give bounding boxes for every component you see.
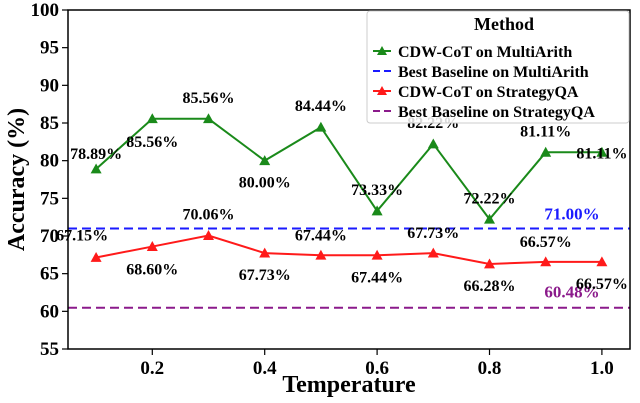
data-point <box>315 249 327 260</box>
plot-frame <box>67 9 631 350</box>
legend-label: CDW-CoT on StrategyQA <box>398 84 579 101</box>
data-label: 81.11% <box>520 123 571 140</box>
data-label: 68.60% <box>126 262 178 279</box>
data-label: 67.44% <box>295 227 347 244</box>
axes-layer: 55 60 65 70 75 80 85 90 95 100 0.2 0.4 0.6 0.8 1.0 <box>31 0 614 379</box>
data-label: 66.57% <box>576 276 628 293</box>
legend-box <box>366 10 630 124</box>
series-layer <box>90 113 608 269</box>
y-axis-title: Accuracy (%) <box>4 108 30 251</box>
y-tick-label: 70 <box>40 226 59 247</box>
y-tick-label: 95 <box>40 38 59 59</box>
data-label: 66.57% <box>520 234 572 251</box>
x-tick-label: 0.6 <box>365 358 389 379</box>
data-point <box>371 205 383 216</box>
data-label: 84.44% <box>295 98 347 115</box>
legend-marker <box>377 46 387 55</box>
data-label: 85.56% <box>183 90 235 107</box>
data-label: 81.11% <box>576 145 627 162</box>
baselines-layer <box>68 227 630 309</box>
series-line <box>95 234 602 266</box>
data-point <box>371 249 383 260</box>
data-point <box>427 247 439 258</box>
data-label: 85.56% <box>126 134 178 151</box>
data-point <box>484 258 495 269</box>
legend-label: Best Baseline on StrategyQA <box>398 104 595 121</box>
data-point <box>596 256 608 267</box>
data-label: 80.00% <box>239 175 291 192</box>
legend: Method CDW-CoT on MultiArith Best Baseline… <box>366 10 630 124</box>
x-tick-label: 1.0 <box>590 358 614 379</box>
data-point <box>90 251 102 262</box>
y-tick-label: 90 <box>40 75 59 96</box>
data-label: 67.73% <box>239 267 291 284</box>
legend-title: Method <box>474 14 534 34</box>
data-point <box>540 146 552 157</box>
data-label: 67.73% <box>407 225 459 242</box>
x-tick-label: 0.4 <box>253 358 277 379</box>
data-labels-layer: 71.00%60.48%78.89%85.56%85.56%80.00%84.4… <box>56 90 628 302</box>
y-tick-label: 55 <box>40 339 59 360</box>
data-point <box>146 113 158 124</box>
y-tick-label: 85 <box>40 113 59 134</box>
data-point <box>540 256 552 267</box>
data-point <box>90 163 102 174</box>
data-point <box>427 138 439 149</box>
data-label: 70.06% <box>183 207 235 224</box>
data-label: 67.15% <box>56 227 108 244</box>
x-tick-label: 0.2 <box>140 358 164 379</box>
data-point <box>203 113 214 124</box>
legend-label: CDW-CoT on MultiArith <box>398 44 572 61</box>
data-label: 72.22% <box>464 190 516 207</box>
x-tick-label: 0.8 <box>478 358 502 379</box>
legend-label: Best Baseline on MultiArith <box>398 64 589 81</box>
data-label: 67.44% <box>351 269 403 286</box>
data-point <box>259 155 271 166</box>
data-label: 66.28% <box>464 278 516 295</box>
data-point <box>315 121 327 132</box>
data-point <box>203 230 214 240</box>
data-point <box>259 247 271 258</box>
y-tick-label: 80 <box>40 151 59 172</box>
data-label: 78.89% <box>70 146 122 163</box>
y-tick-label: 100 <box>31 0 60 21</box>
y-tick-label: 75 <box>40 188 59 209</box>
data-label: 73.33% <box>351 182 403 199</box>
y-tick-label: 65 <box>40 264 59 285</box>
x-axis-title: Temperature <box>282 372 416 398</box>
baseline-value-label: 60.48% <box>544 283 599 302</box>
data-point <box>596 146 608 157</box>
legend-marker <box>377 86 387 95</box>
series-line <box>95 117 602 221</box>
data-point <box>484 213 495 224</box>
baseline-value-label: 71.00% <box>544 204 599 223</box>
y-tick-label: 60 <box>40 301 59 322</box>
data-point <box>146 241 158 251</box>
